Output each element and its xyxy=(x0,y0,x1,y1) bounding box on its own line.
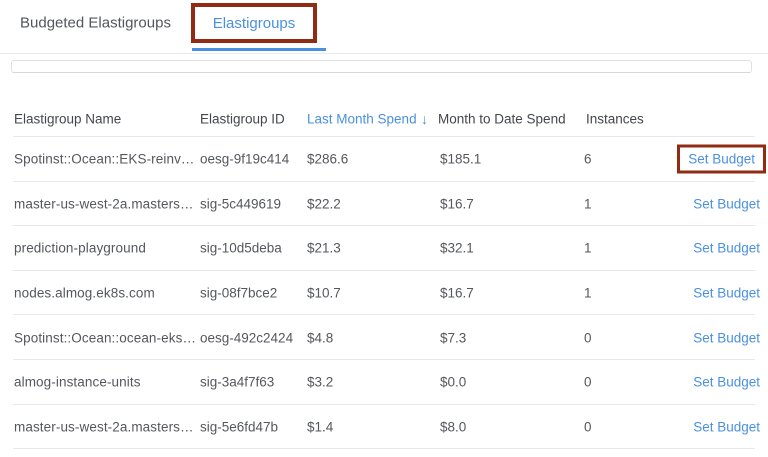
set-budget-link[interactable]: Set Budget xyxy=(693,196,760,212)
filter-bar[interactable] xyxy=(11,60,752,73)
cell-elastigroup-id: sig-3a4f7f63 xyxy=(200,374,275,390)
cell-elastigroup-name: Spotinst::Ocean::EKS-reinv… xyxy=(14,151,195,167)
set-budget-link[interactable]: Set Budget xyxy=(693,240,760,256)
table-header-row: Elastigroup Name Elastigroup ID Last Mon… xyxy=(0,100,768,137)
sort-descending-icon[interactable]: ↓ xyxy=(421,110,428,127)
cell-instances: 0 xyxy=(584,419,592,435)
cell-month-to-date-spend: $32.1 xyxy=(440,240,474,256)
set-budget-link[interactable]: Set Budget xyxy=(693,285,760,301)
cell-elastigroup-name: prediction-playground xyxy=(14,240,146,256)
cell-month-to-date-spend: $16.7 xyxy=(440,285,474,301)
table-row: Spotinst::Ocean::ocean-eks… oesg-492c2424… xyxy=(0,315,768,360)
set-budget-link-annotated[interactable]: Set Budget xyxy=(677,144,766,174)
cell-month-to-date-spend: $7.3 xyxy=(440,330,467,346)
tabs-divider xyxy=(0,53,768,54)
cell-last-month-spend: $286.6 xyxy=(307,151,349,167)
cell-elastigroup-name: nodes.almog.ek8s.com xyxy=(14,285,155,301)
tab-elastigroups[interactable]: Elastigroups xyxy=(212,14,296,32)
cell-last-month-spend: $3.2 xyxy=(307,374,334,390)
cell-month-to-date-spend: $185.1 xyxy=(440,151,482,167)
column-header-month-to-date-spend[interactable]: Month to Date Spend xyxy=(438,111,566,126)
table-row: nodes.almog.ek8s.com sig-08f7bce2 $10.7 $16… xyxy=(0,271,768,316)
cell-instances: 1 xyxy=(584,285,592,301)
cell-elastigroup-name: master-us-west-2a.masters… xyxy=(14,419,194,435)
cell-elastigroup-id: sig-5e6fd47b xyxy=(200,419,279,435)
cell-month-to-date-spend: $16.7 xyxy=(440,196,474,212)
cell-elastigroup-name: master-us-west-2a.masters… xyxy=(14,196,194,212)
cell-elastigroup-id: oesg-492c2424 xyxy=(200,330,294,346)
table-rows: Spotinst::Ocean::EKS-reinv… oesg-9f19c414… xyxy=(0,137,768,449)
elastigroups-table: Elastigroup Name Elastigroup ID Last Mon… xyxy=(0,100,768,449)
cell-last-month-spend: $21.3 xyxy=(307,240,341,256)
cell-last-month-spend: $22.2 xyxy=(307,196,341,212)
table-row: master-us-west-2a.masters… sig-5e6fd47b $1… xyxy=(0,405,768,450)
table-row: prediction-playground sig-10d5deba $21.3 $3… xyxy=(0,226,768,271)
cell-elastigroup-name: Spotinst::Ocean::ocean-eks… xyxy=(14,330,197,346)
active-tab-underline xyxy=(192,48,326,51)
cell-month-to-date-spend: $0.0 xyxy=(440,374,467,390)
column-header-last-month-spend[interactable]: Last Month Spend xyxy=(307,111,417,126)
cell-last-month-spend: $10.7 xyxy=(307,285,341,301)
column-header-elastigroup-name[interactable]: Elastigroup Name xyxy=(14,111,122,126)
cell-instances: 1 xyxy=(584,240,592,256)
cell-elastigroup-name: almog-instance-units xyxy=(14,374,141,390)
table-row: almog-instance-units sig-3a4f7f63 $3.2 $0.0… xyxy=(0,360,768,405)
table-row: master-us-west-2a.masters… sig-5c449619 $2… xyxy=(0,182,768,227)
cell-elastigroup-id: oesg-9f19c414 xyxy=(200,151,290,167)
cell-instances: 0 xyxy=(584,374,592,390)
column-header-elastigroup-id[interactable]: Elastigroup ID xyxy=(200,111,285,126)
cell-elastigroup-id: sig-5c449619 xyxy=(200,196,282,212)
set-budget-link[interactable]: Set Budget xyxy=(693,374,760,390)
cell-last-month-spend: $4.8 xyxy=(307,330,334,346)
cell-instances: 0 xyxy=(584,330,592,346)
cell-instances: 1 xyxy=(584,196,592,212)
tab-budgeted-elastigroups[interactable]: Budgeted Elastigroups xyxy=(20,14,171,32)
set-budget-link[interactable]: Set Budget xyxy=(693,330,760,346)
set-budget-link[interactable]: Set Budget xyxy=(693,419,760,435)
cell-instances: 6 xyxy=(584,151,592,167)
annotation-box-elastigroups-tab: Elastigroups xyxy=(191,3,317,43)
cell-elastigroup-id: sig-08f7bce2 xyxy=(200,285,278,301)
column-header-instances[interactable]: Instances xyxy=(586,111,644,126)
cell-elastigroup-id: sig-10d5deba xyxy=(200,240,282,256)
cell-month-to-date-spend: $8.0 xyxy=(440,419,467,435)
cell-last-month-spend: $1.4 xyxy=(307,419,334,435)
table-row: Spotinst::Ocean::EKS-reinv… oesg-9f19c414… xyxy=(0,137,768,182)
